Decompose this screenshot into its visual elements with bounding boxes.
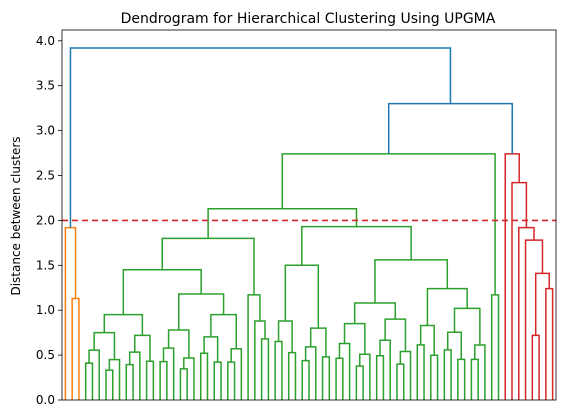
dendrogram-link [179,368,188,400]
y-tick-label: 3.0 [36,124,55,138]
y-tick-label: 3.5 [36,79,55,93]
dendrogram-link [457,358,466,400]
dendrogram-link [167,329,190,358]
dendrogram-link [301,225,412,266]
dendrogram-link [227,361,236,400]
dendrogram-link [177,293,225,330]
dendrogram-link [277,320,293,353]
dendrogram-link [470,358,479,400]
dendrogram-link [430,354,439,400]
dendrogram-link [511,181,528,400]
dendrogram-link [375,354,385,400]
dendrogram-link [416,344,425,400]
dendrogram-link [159,360,168,400]
dendrogram-link [419,324,435,356]
y-axis-ticks: 0.0 0.5 1.0 1.5 2.0 2.5 3.0 3.5 4.0 [36,34,62,407]
dendrogram-link [374,259,449,304]
dendrogram-link [122,269,202,315]
y-tick-label: 2.5 [36,168,55,182]
dendrogram-link [321,356,331,400]
dendrogram-link [534,272,550,336]
dendrogram-link [93,331,116,360]
dendrogram-link [284,264,320,329]
chart-title: Dendrogram for Hierarchical Clustering U… [121,11,496,27]
dendrogram-link [524,239,544,400]
dendrogram-link [396,363,405,400]
dendrogram-link [531,334,540,400]
dendrogram-link [379,339,391,400]
dendrogram-link [335,357,344,400]
dendrogram-link [71,297,80,400]
dendrogram-link [355,365,364,400]
dendrogram-link [133,334,151,362]
y-tick-label: 1.0 [36,303,55,317]
dendrogram-links [64,47,554,400]
dendrogram-link [247,294,261,400]
dendrogram-link [443,349,452,400]
dendrogram-link [387,102,513,154]
dendrogram-link [474,344,486,400]
dendrogram-link [338,342,351,400]
dendrogram-link [254,320,266,400]
dendrogram-link [426,287,468,326]
dendrogram-link [287,351,297,400]
dendrogram-link [490,294,500,400]
dendrogram-link [84,362,94,400]
dendrogram-link [207,207,358,239]
dendrogram-link [301,359,310,400]
dendrogram-link [281,153,496,295]
dendrogram-link [161,237,255,295]
y-tick-label: 2.0 [36,213,55,227]
dendrogram-link [125,363,134,400]
y-axis-label: Distance between clusters [9,136,23,295]
y-tick-label: 0.5 [36,348,55,362]
dendrogram-link [359,353,371,400]
dendrogram-link [128,351,141,400]
dendrogram-link [260,338,270,400]
y-tick-label: 1.5 [36,258,55,272]
dendrogram-link [108,358,121,400]
dendrogram-link [518,226,535,400]
dendrogram-link [399,350,412,400]
dendrogram-link [274,340,283,400]
y-tick-label: 4.0 [36,34,55,48]
dendrogram-link [210,313,238,349]
dendrogram-link [199,352,209,400]
dendrogram-link [213,361,222,400]
dendrogram-link [384,318,407,352]
y-tick-label: 0.0 [36,393,55,407]
dendrogram-link [446,331,463,360]
dendrogram-link [203,336,219,363]
dendrogram-link [69,47,452,228]
dendrogram-link [304,346,317,400]
dendrogram-link [183,357,195,400]
dendrogram-link [309,327,327,357]
dendrogram-link [145,360,155,400]
dendrogram-link [545,287,554,400]
dendrogram-link [88,349,100,400]
dendrogram-link [230,348,243,400]
dendrogram-link [105,369,114,400]
dendrogram-link [353,302,397,324]
dendrogram-link [162,347,175,400]
dendrogram-link [64,226,77,400]
plot-frame [61,29,557,401]
dendrogram-link [343,322,366,355]
dendrogram-link [453,307,481,346]
